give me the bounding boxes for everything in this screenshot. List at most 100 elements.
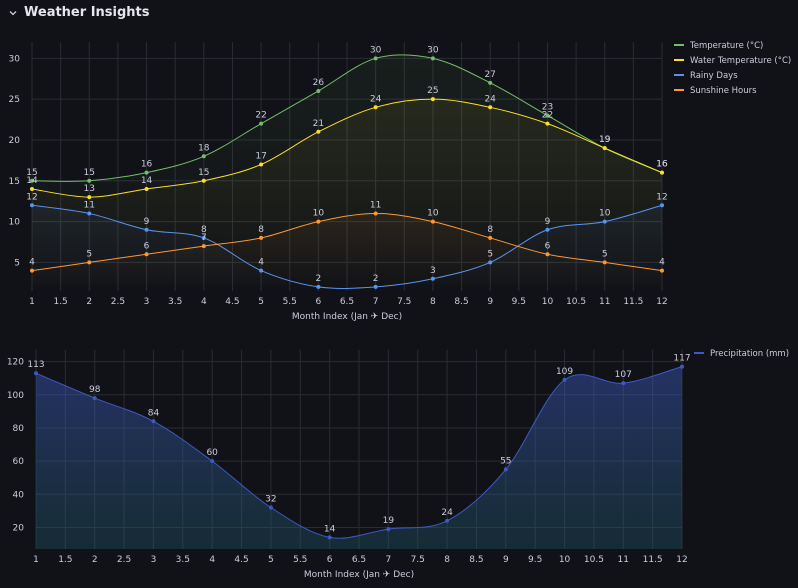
legend-swatch: [674, 74, 684, 76]
data-point[interactable]: [545, 227, 550, 232]
y-tick-label: 60: [13, 457, 25, 467]
data-point[interactable]: [87, 211, 92, 216]
data-point[interactable]: [268, 505, 273, 510]
data-label: 117: [673, 354, 690, 364]
data-point[interactable]: [660, 268, 664, 273]
series-line: [31, 98, 663, 198]
data-point[interactable]: [680, 364, 684, 369]
data-point[interactable]: [545, 113, 550, 118]
data-point[interactable]: [316, 219, 321, 224]
data-point[interactable]: [430, 219, 435, 224]
data-point[interactable]: [660, 203, 664, 208]
legend-item[interactable]: Sunshine Hours: [674, 86, 757, 96]
y-tick-label: 25: [9, 95, 20, 105]
data-point[interactable]: [430, 97, 435, 102]
data-point[interactable]: [259, 162, 264, 167]
data-point[interactable]: [34, 371, 38, 376]
x-tick-label: 2.5: [117, 555, 131, 565]
data-point[interactable]: [602, 219, 607, 224]
legend-item[interactable]: Water Temperature (°C): [674, 56, 791, 66]
data-label: 16: [141, 160, 153, 170]
x-tick-label: 7.5: [397, 297, 411, 307]
x-tick-label: 6.5: [340, 297, 354, 307]
data-point[interactable]: [316, 88, 321, 93]
data-point[interactable]: [210, 459, 215, 464]
data-label: 26: [313, 78, 325, 88]
data-point[interactable]: [386, 527, 391, 532]
legend-item[interactable]: Rainy Days: [674, 71, 738, 81]
x-tick-label: 7: [373, 297, 379, 307]
x-tick-label: 1: [29, 297, 35, 307]
legend-item[interactable]: Precipitation (mm): [694, 349, 789, 359]
data-point[interactable]: [144, 186, 149, 191]
y-tick-label: 5: [14, 258, 20, 268]
data-point[interactable]: [201, 178, 206, 183]
x-tick-label: 10.5: [584, 555, 604, 565]
data-label: 15: [84, 168, 95, 178]
data-point[interactable]: [259, 121, 264, 126]
chevron-down-icon[interactable]: [8, 8, 18, 18]
data-point[interactable]: [201, 154, 206, 159]
x-tick-label: 4.5: [234, 555, 248, 565]
data-label: 16: [656, 160, 668, 170]
data-point[interactable]: [488, 235, 493, 240]
data-point[interactable]: [373, 105, 378, 110]
legend-label: Temperature (°C): [689, 41, 763, 51]
x-tick-label: 8: [430, 297, 436, 307]
x-tick-label: 2: [92, 555, 98, 565]
data-point[interactable]: [602, 260, 607, 265]
x-tick-label: 8: [444, 555, 450, 565]
data-point[interactable]: [201, 235, 206, 240]
data-point[interactable]: [201, 244, 206, 249]
data-point[interactable]: [430, 56, 435, 61]
data-point[interactable]: [87, 260, 92, 265]
x-tick-label: 1.5: [58, 555, 72, 565]
data-label: 27: [484, 70, 495, 80]
data-label: 60: [206, 448, 218, 458]
data-point[interactable]: [621, 381, 626, 386]
data-point[interactable]: [373, 211, 378, 216]
data-point[interactable]: [92, 396, 97, 401]
data-point[interactable]: [373, 56, 378, 61]
data-label: 14: [26, 176, 38, 186]
data-label: 32: [265, 495, 276, 505]
data-point[interactable]: [87, 178, 92, 183]
data-label: 5: [602, 249, 608, 259]
legend-item[interactable]: Temperature (°C): [674, 41, 763, 51]
data-point[interactable]: [30, 203, 34, 208]
data-point[interactable]: [545, 121, 550, 126]
x-tick-label: 6: [327, 555, 333, 565]
data-point[interactable]: [488, 80, 493, 85]
data-point[interactable]: [144, 252, 149, 257]
data-label: 19: [599, 135, 611, 145]
data-point[interactable]: [602, 146, 607, 151]
data-point[interactable]: [503, 467, 508, 472]
data-point[interactable]: [30, 186, 34, 191]
data-point[interactable]: [545, 252, 550, 257]
data-label: 113: [27, 360, 44, 370]
x-tick-label: 3: [144, 297, 150, 307]
x-tick-label: 9: [503, 555, 509, 565]
data-point[interactable]: [327, 535, 332, 540]
data-point[interactable]: [316, 129, 321, 134]
data-label: 6: [545, 241, 551, 251]
y-tick-label: 10: [9, 218, 21, 228]
data-label: 4: [659, 258, 665, 268]
data-point[interactable]: [144, 227, 149, 232]
data-label: 12: [656, 192, 667, 202]
data-point[interactable]: [144, 170, 149, 175]
data-point[interactable]: [488, 105, 493, 110]
data-point[interactable]: [445, 518, 450, 523]
data-point[interactable]: [30, 178, 34, 183]
data-point[interactable]: [259, 235, 264, 240]
x-tick-label: 2: [86, 297, 92, 307]
data-point[interactable]: [562, 377, 567, 382]
data-label: 98: [89, 385, 101, 395]
data-label: 24: [370, 94, 382, 104]
data-point[interactable]: [660, 170, 664, 175]
legend-label: Sunshine Hours: [690, 86, 757, 96]
panel-header: Weather Insights: [0, 0, 798, 28]
data-point[interactable]: [151, 419, 156, 424]
data-point[interactable]: [30, 268, 34, 273]
data-point[interactable]: [87, 195, 92, 200]
